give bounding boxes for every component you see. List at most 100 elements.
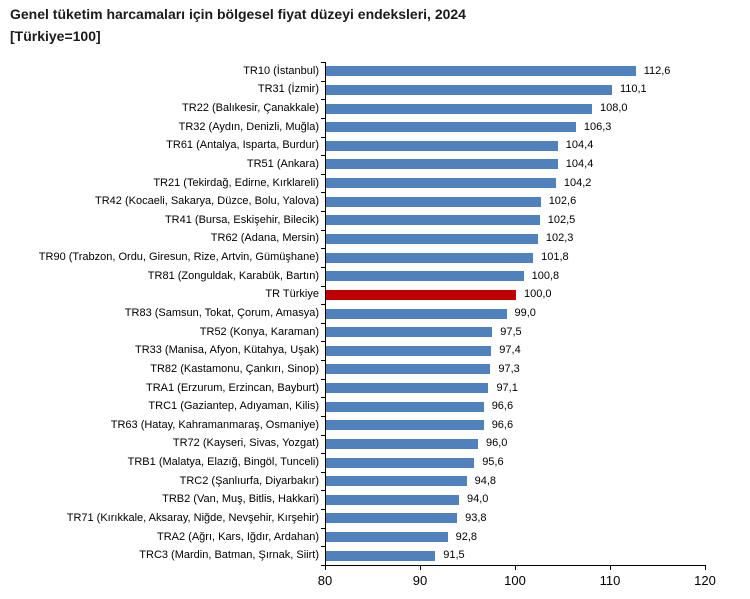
value-label: 104,4 — [565, 139, 594, 152]
category-label: TRA1 (Erzurum, Erzincan, Bayburt) — [146, 381, 319, 394]
category-label: TR52 (Konya, Karaman) — [199, 325, 319, 338]
category-label: TR71 (Kırıkkale, Aksaray, Niğde, Nevşehi… — [66, 511, 319, 524]
x-axis-tick — [420, 566, 421, 570]
category-label: TRC1 (Gaziantep, Adıyaman, Kilis) — [148, 400, 319, 413]
x-axis-tick — [610, 566, 611, 570]
value-label: 97,1 — [496, 381, 518, 394]
y-axis-tick — [321, 285, 325, 287]
category-label: TR83 (Samsun, Tokat, Çorum, Amasya) — [124, 307, 319, 319]
value-label: 99,0 — [514, 307, 536, 319]
value-label: 112,6 — [643, 64, 671, 77]
y-axis-tick — [321, 322, 325, 324]
bar — [326, 233, 538, 244]
bar — [326, 457, 475, 468]
value-label: 93,8 — [465, 511, 487, 524]
value-label: 102,5 — [547, 213, 576, 226]
chart-subtitle: [Türkiye=100] — [10, 28, 101, 44]
category-label: TR51 (Ankara) — [246, 157, 319, 170]
bar — [326, 66, 636, 77]
category-label: TR82 (Kastamonu, Çankırı, Sinop) — [150, 362, 319, 375]
value-label: 91,5 — [443, 549, 465, 562]
value-label: 94,8 — [474, 474, 497, 487]
value-label: 97,5 — [500, 325, 522, 338]
bar — [326, 494, 459, 505]
y-axis-tick — [321, 527, 325, 529]
category-label: TR62 (Adana, Mersin) — [210, 232, 319, 245]
category-label: TRC2 (Şanlıurfa, Diyarbakır) — [179, 474, 319, 487]
bar — [326, 252, 534, 263]
value-label: 108,0 — [600, 102, 628, 115]
y-axis-tick — [321, 490, 325, 492]
y-axis-tick — [321, 341, 325, 343]
bar — [326, 215, 540, 226]
category-label: TR22 (Balıkesir, Çanakkale) — [182, 102, 319, 115]
bar — [326, 103, 592, 114]
x-axis-tick — [515, 566, 516, 570]
category-label: TR10 (İstanbul) — [243, 64, 319, 77]
y-axis-tick — [321, 211, 325, 213]
value-label: 97,4 — [499, 344, 521, 357]
value-label: 96,0 — [486, 437, 508, 450]
category-label: TR61 (Antalya, Isparta, Burdur) — [166, 139, 319, 152]
value-label: 104,4 — [565, 157, 594, 170]
y-axis-tick — [321, 360, 325, 362]
x-axis-line — [325, 565, 706, 566]
bar — [326, 140, 558, 151]
highlight-bar — [326, 289, 516, 300]
category-label: TR90 (Trabzon, Ordu, Giresun, Rize, Artv… — [38, 251, 319, 264]
value-label: 101,8 — [541, 251, 569, 264]
bar — [326, 271, 524, 282]
value-label: 96,6 — [491, 400, 514, 413]
x-axis-tick — [325, 566, 326, 570]
bar — [326, 383, 489, 394]
bar — [326, 122, 576, 133]
bar — [326, 550, 436, 561]
bar — [326, 513, 458, 524]
y-axis-tick — [321, 415, 325, 417]
value-label: 104,2 — [563, 176, 592, 189]
y-axis-tick — [321, 117, 325, 119]
y-axis-tick — [321, 378, 325, 380]
y-axis-tick — [321, 471, 325, 473]
y-axis-tick — [321, 453, 325, 455]
y-axis-tick — [321, 99, 325, 101]
x-axis-tick-label: 110 — [599, 573, 621, 588]
bar — [326, 196, 541, 207]
y-axis-tick — [321, 155, 325, 157]
value-label: 92,8 — [455, 530, 478, 543]
value-label: 110,1 — [619, 83, 647, 96]
category-label: TRC3 (Mardin, Batman, Şırnak, Siirt) — [139, 549, 319, 562]
y-axis-tick — [321, 304, 325, 306]
category-label: TRB2 (Van, Muş, Bitlis, Hakkari) — [162, 493, 319, 506]
bar — [326, 420, 484, 431]
bar — [326, 364, 491, 375]
bar — [326, 438, 478, 449]
category-label: TRB1 (Malatya, Elazığ, Bingöl, Tunceli) — [127, 456, 319, 469]
category-label: TR72 (Kayseri, Sivas, Yozgat) — [172, 437, 319, 450]
y-axis-tick — [321, 173, 325, 175]
category-label: TR32 (Aydın, Denizli, Muğla) — [178, 120, 319, 133]
bar — [326, 532, 448, 543]
category-label: TR Türkiye — [265, 288, 319, 301]
y-axis-line — [325, 62, 326, 566]
x-axis-tick-label: 90 — [412, 573, 428, 588]
y-axis-tick — [321, 248, 325, 250]
y-axis-tick — [321, 192, 325, 194]
bar — [326, 178, 556, 189]
x-axis-tick-label: 120 — [694, 573, 716, 588]
y-axis-tick — [321, 565, 325, 566]
bar — [326, 327, 493, 338]
value-label: 102,3 — [545, 232, 574, 245]
value-label: 100,8 — [531, 269, 560, 282]
y-axis-tick — [321, 434, 325, 436]
value-label: 94,0 — [467, 493, 489, 506]
value-label: 106,3 — [583, 120, 612, 133]
bar — [326, 401, 484, 412]
value-label: 96,6 — [491, 418, 514, 431]
bar — [326, 84, 612, 95]
category-label: TRA2 (Ağrı, Kars, Iğdır, Ardahan) — [156, 530, 319, 543]
y-axis-tick — [321, 229, 325, 231]
x-axis-tick-label: 100 — [504, 573, 526, 588]
y-axis-tick — [321, 546, 325, 548]
